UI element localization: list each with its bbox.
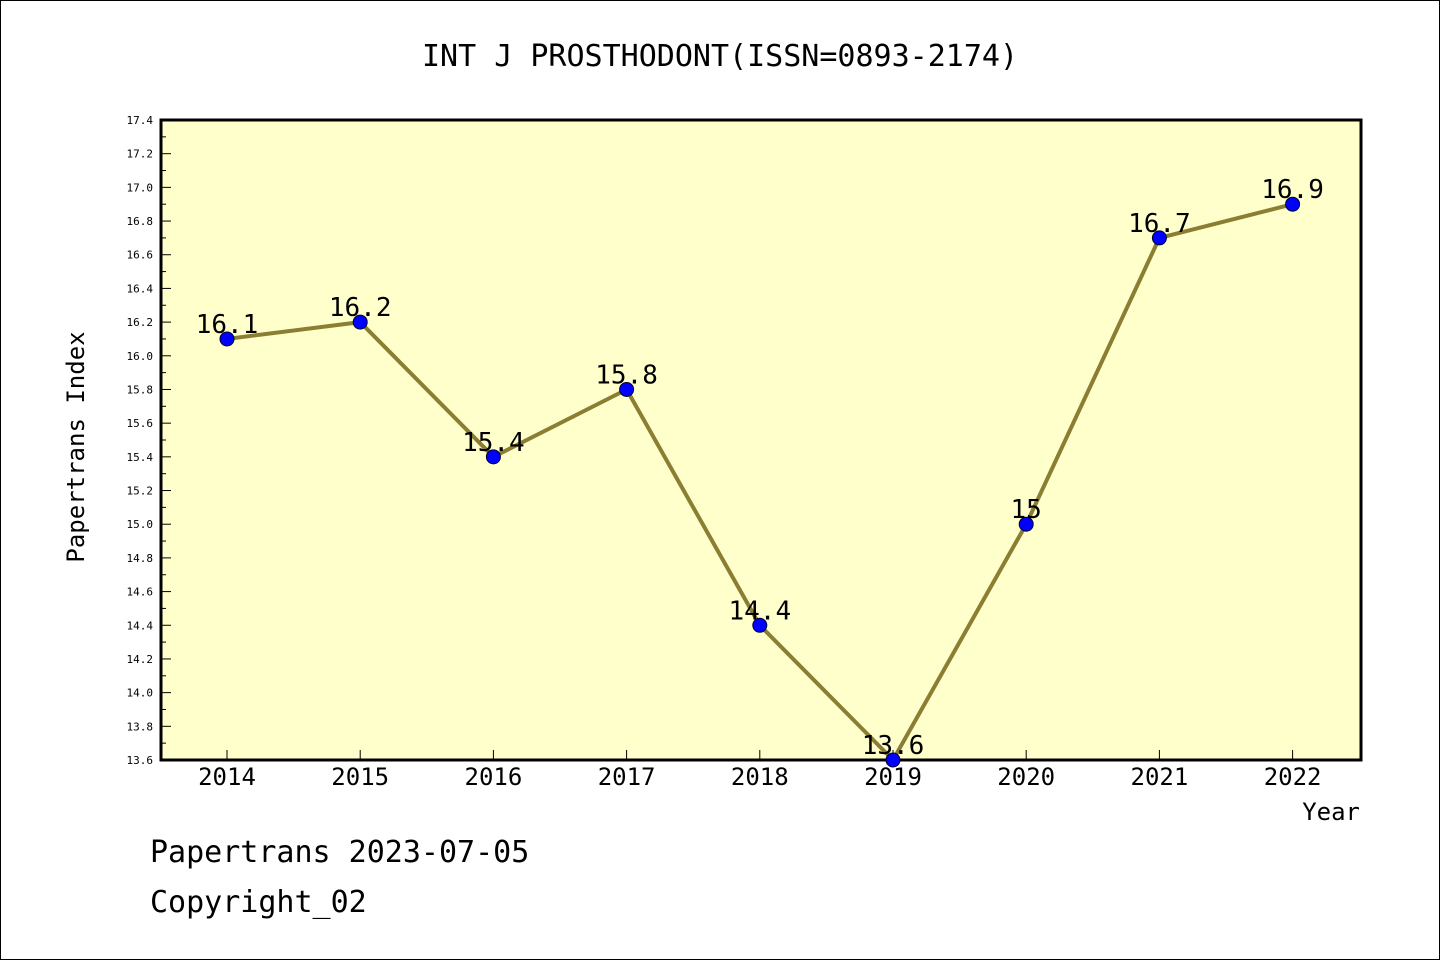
y-tick-label: 16.8 [127, 215, 154, 228]
y-tick-label: 15.2 [127, 485, 154, 498]
data-label: 14.4 [728, 596, 791, 626]
data-point [352, 314, 368, 330]
data-label: 15.4 [462, 428, 525, 458]
x-tick-label: 2016 [465, 763, 523, 791]
data-point [1018, 516, 1034, 532]
x-tick-label: 2015 [331, 763, 389, 791]
y-tick-label: 16.4 [127, 282, 154, 295]
data-label: 16.7 [1128, 209, 1191, 239]
y-tick-label: 16.0 [127, 350, 154, 363]
footer-copyright: Copyright_02 [150, 885, 367, 920]
data-label: 16.1 [196, 310, 259, 340]
data-point [1151, 230, 1167, 246]
y-tick-label: 15.6 [127, 417, 154, 430]
data-label: 15 [1011, 495, 1042, 525]
x-tick-label: 2014 [198, 763, 256, 791]
data-point [1285, 196, 1301, 212]
data-label: 16.2 [329, 293, 392, 323]
x-tick-label: 2020 [997, 763, 1055, 791]
x-tick-label: 2022 [1264, 763, 1322, 791]
data-label: 15.8 [595, 360, 658, 390]
x-axis-label: Year [1302, 798, 1360, 826]
data-label: 13.6 [862, 731, 925, 761]
data-point [485, 449, 501, 465]
x-tick-label: 2018 [731, 763, 789, 791]
y-tick-label: 14.2 [127, 653, 154, 666]
chart-title: INT J PROSTHODONT(ISSN=0893-2174) [422, 39, 1018, 74]
data-point [619, 381, 635, 397]
data-point [885, 752, 901, 768]
y-tick-label: 13.6 [127, 754, 154, 767]
x-axis: 2014 2015 2016 2017 2018 2019 2020 2021 2022 [198, 750, 1321, 791]
y-tick-label: 15.4 [127, 451, 154, 464]
data-point [752, 617, 768, 633]
footer-date: Papertrans 2023-07-05 [150, 835, 530, 870]
series-markers [219, 196, 1301, 768]
x-tick-label: 2019 [864, 763, 922, 791]
y-tick-label: 14.4 [127, 619, 154, 632]
y-tick-label: 17.2 [127, 148, 154, 161]
data-label: 16.9 [1261, 175, 1324, 205]
y-tick-label: 15.8 [127, 383, 154, 396]
y-tick-label: 14.8 [127, 552, 154, 565]
plot-area [159, 118, 1363, 762]
data-labels: 16.1 16.2 15.4 15.8 14.4 13.6 15 16.7 16.9 [196, 175, 1324, 761]
y-tick-label: 15.0 [127, 518, 154, 531]
y-tick-label: 17.4 [127, 114, 154, 127]
y-tick-label: 14.0 [127, 687, 154, 700]
data-point [219, 331, 235, 347]
y-tick-label: 13.8 [127, 720, 154, 733]
y-axis-label: Papertrans Index [62, 331, 90, 562]
x-tick-label: 2017 [598, 763, 656, 791]
y-tick-label: 16.6 [127, 249, 154, 262]
x-tick-label: 2021 [1131, 763, 1189, 791]
y-tick-label: 16.2 [127, 316, 154, 329]
y-tick-label: 14.6 [127, 586, 154, 599]
y-tick-label: 17.0 [127, 181, 154, 194]
y-axis: 13.6 13.8 14.0 14.2 14.4 14.6 14.8 15.0 15.2 15.4… [127, 114, 171, 767]
